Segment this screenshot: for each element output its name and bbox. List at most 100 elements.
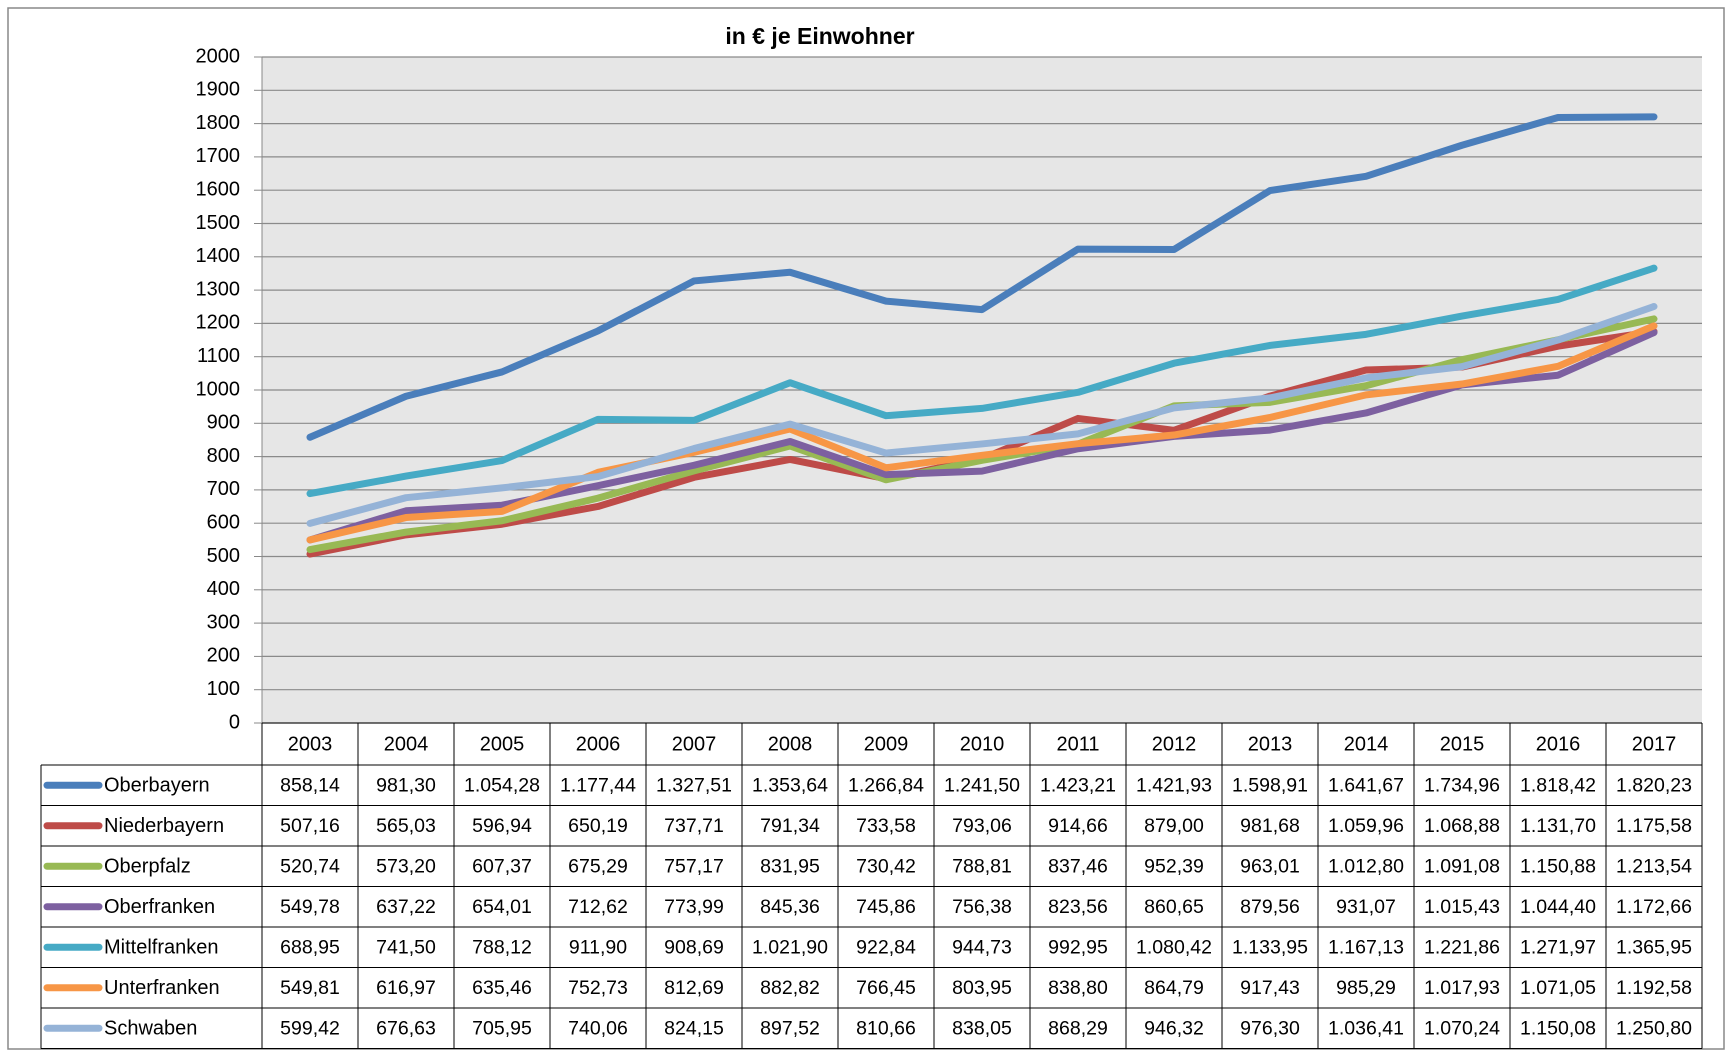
data-table-value: 879,00 [1144,815,1204,837]
data-table-value: 599,42 [280,1017,340,1039]
x-tick-label: 2016 [1536,733,1581,755]
y-tick-label: 300 [207,611,240,633]
data-table-value: 917,43 [1240,977,1300,999]
data-table-value: 845,36 [760,896,820,918]
y-tick-label: 1000 [196,378,241,400]
data-table-value: 607,37 [472,855,532,877]
data-table-value: 766,45 [856,977,916,999]
data-table-value: 1.015,43 [1424,896,1500,918]
data-table-value: 858,14 [280,774,340,796]
data-table-value: 803,95 [952,977,1012,999]
data-table-value: 1.177,44 [560,774,636,796]
data-table-value: 773,99 [664,896,724,918]
series-line [306,302,1658,527]
data-table-value: 882,82 [760,977,820,999]
data-table-value: 1.068,88 [1424,815,1500,837]
data-table-value: 922,84 [856,936,916,958]
data-table-value: 1.327,51 [656,774,732,796]
data-table-value: 1.091,08 [1424,855,1500,877]
y-tick-label: 600 [207,511,240,533]
y-tick-label: 1200 [196,312,241,334]
legend-label: Oberbayern [104,775,210,797]
data-table-value: 976,30 [1240,1017,1300,1039]
data-table-value: 952,39 [1144,855,1204,877]
series-line [306,322,1658,544]
data-table-value: 1.192,58 [1616,977,1692,999]
data-table-value: 981,30 [376,774,436,796]
x-tick-label: 2010 [960,733,1005,755]
legend-label: Oberfranken [104,896,215,918]
data-table-value: 1.734,96 [1424,774,1500,796]
y-tick-label: 1800 [196,112,241,134]
data-table-value: 688,95 [280,936,340,958]
y-tick-label: 500 [207,545,240,567]
x-tick-label: 2013 [1248,733,1293,755]
y-tick-label: 400 [207,578,240,600]
legend-label: Unterfranken [104,977,220,999]
data-table-value: 733,58 [856,815,916,837]
data-table-value: 1.175,58 [1616,815,1692,837]
data-table-value: 705,95 [472,1017,532,1039]
legend-label: Niederbayern [104,815,224,837]
y-tick-label: 2000 [196,45,241,67]
y-tick-label: 200 [207,645,240,667]
data-table-value: 1.353,64 [752,774,828,796]
data-table-value: 745,86 [856,896,916,918]
data-table-value: 838,05 [952,1017,1012,1039]
data-table-value: 1.818,42 [1520,774,1596,796]
y-tick-label: 1100 [197,345,240,367]
data-table-value: 868,29 [1048,1017,1108,1039]
data-table-value: 1.820,23 [1616,774,1692,796]
data-table-value: 879,56 [1240,896,1300,918]
data-table-value: 573,20 [376,855,436,877]
data-table-value: 596,94 [472,815,532,837]
data-table-value: 860,65 [1144,896,1204,918]
data-table-value: 549,81 [280,977,340,999]
data-table-value: 741,50 [376,936,436,958]
data-table-value: 676,63 [376,1017,436,1039]
data-table-value: 791,34 [760,815,820,837]
data-table-value: 1.641,67 [1328,774,1404,796]
data-table-value: 788,12 [472,936,532,958]
data-table-value: 1.221,86 [1424,936,1500,958]
data-table-value: 756,38 [952,896,1012,918]
data-table-value: 1.150,88 [1520,855,1596,877]
data-table-value: 635,46 [472,977,532,999]
data-table-value: 897,52 [760,1017,820,1039]
data-table-value: 616,97 [376,977,436,999]
data-table-value: 1.071,05 [1520,977,1596,999]
data-table-value: 1.266,84 [848,774,924,796]
x-tick-label: 2006 [576,733,621,755]
x-tick-label: 2017 [1632,733,1677,755]
x-tick-label: 2004 [384,733,429,755]
data-table-value: 831,95 [760,855,820,877]
data-table-value: 1.172,66 [1616,896,1692,918]
data-table-value: 1.070,24 [1424,1017,1500,1039]
data-table-value: 985,29 [1336,977,1396,999]
data-table-value: 793,06 [952,815,1012,837]
data-table-value: 752,73 [568,977,628,999]
x-tick-label: 2003 [288,733,333,755]
data-table-value: 730,42 [856,855,916,877]
legend-label: Mittelfranken [104,937,219,959]
data-table-value: 1.012,80 [1328,855,1404,877]
data-table-value: 1.250,80 [1616,1017,1692,1039]
series-line [306,264,1658,498]
legend-label: Oberpfalz [104,856,191,878]
data-table-value: 911,90 [569,936,627,958]
data-table-value: 992,95 [1048,936,1108,958]
data-table-value: 507,16 [280,815,340,837]
data-table-value: 838,80 [1048,977,1108,999]
x-tick-label: 2011 [1056,733,1099,755]
data-table-value: 944,73 [952,936,1012,958]
data-table-value: 946,32 [1144,1017,1204,1039]
data-table-value: 824,15 [664,1017,724,1039]
data-table-value: 837,46 [1048,855,1108,877]
data-table-value: 520,74 [280,855,340,877]
x-tick-label: 2014 [1344,733,1389,755]
data-table-value: 565,03 [376,815,436,837]
data-table-value: 1.131,70 [1520,815,1596,837]
data-table-value: 549,78 [280,896,340,918]
data-table-value: 712,62 [568,896,628,918]
